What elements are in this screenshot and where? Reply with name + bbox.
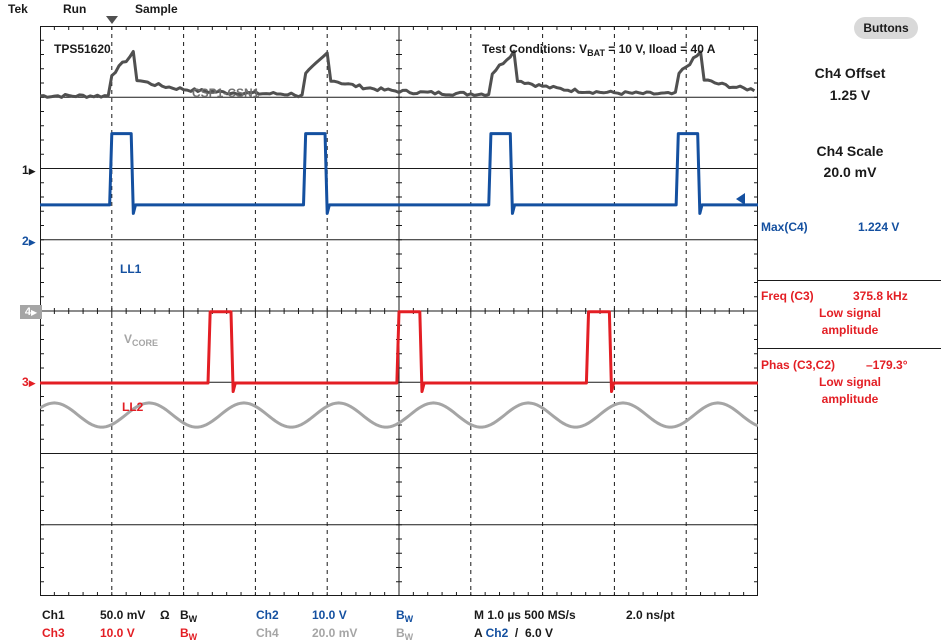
phase-measurement-label: Phas (C3,C2) [761,358,836,372]
max-measurement-value: 1.224 V [858,220,900,234]
acquisition-mode-label: Sample [135,2,178,16]
scope-screen[interactable] [40,26,758,596]
buttons-button[interactable]: Buttons [854,17,918,39]
ll2-trace-label: LL2 [122,400,144,414]
separator-line [758,280,941,281]
ll1-trace-label: LL1 [120,262,142,276]
device-label: TPS51620 [54,42,111,56]
max-measurement-label: Max(C4) [761,220,808,234]
ch1-label: Ch1 [42,608,65,622]
ch3-marker[interactable]: 3▶ [22,375,36,389]
separator-line [758,348,941,349]
trigger-level-icon [736,193,745,205]
ch3-label: Ch3 [42,626,65,640]
trigger-position-icon [106,16,118,24]
ll2-trace [40,310,758,394]
phase-measurement-value: –179.3° [866,358,908,372]
brand-label: Tek [8,2,28,16]
ch4-bandwidth: BW [396,626,414,642]
timebase-readout: M 1.0 µs 500 MS/s [474,608,576,622]
freq-measurement-value: 375.8 kHz [853,289,908,303]
freq-note-line1: Low signal [818,306,881,320]
ch1-bandwidth: BW [180,608,198,624]
ch1-scale: 50.0 mV [100,608,146,622]
ohm-icon: Ω [160,608,170,622]
phase-note-line1: Low signal [818,375,881,389]
ch1-marker[interactable]: 1▶ [22,163,36,177]
csp-trace [40,49,756,99]
run-state-label: Run [63,2,87,16]
ch3-scale: 10.0 V [100,626,135,640]
csp-trace-label: CSP1-CSN1 [192,86,260,100]
vcore-trace [40,401,758,429]
ch4-offset-title: Ch4 Offset [814,65,886,81]
trigger-readout: A Ch2 / 6.0 V [474,626,553,640]
ch2-scale: 10.0 V [312,608,347,622]
test-conditions-label: Test Conditions: VBAT = 10 V, Iload = 40… [482,42,716,58]
ch4-offset-value: 1.25 V [829,87,871,103]
ch2-bandwidth: BW [396,608,414,624]
ch4-scale-title: Ch4 Scale [816,143,884,159]
ch4-scale-value: 20.0 mV [823,164,877,180]
ll1-trace [40,132,758,215]
waveform-traces [40,49,758,429]
ch3-bandwidth: BW [180,626,198,642]
vcore-trace-label: VCORE [124,332,159,348]
freq-measurement-label: Freq (C3) [761,289,814,303]
resolution-readout: 2.0 ns/pt [626,608,675,622]
freq-note-line2: amplitude [821,323,879,337]
ch2-label: Ch2 [256,608,279,622]
ch4-marker[interactable]: 4▶ [20,305,42,319]
phase-note-line2: amplitude [821,392,879,406]
ch4-label: Ch4 [256,626,279,640]
ch2-marker[interactable]: 2▶ [22,234,36,248]
ch4-scale: 20.0 mV [312,626,358,640]
